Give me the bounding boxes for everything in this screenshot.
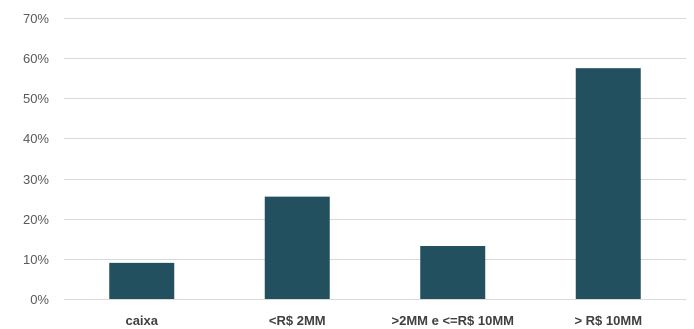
bar: [109, 262, 175, 299]
x-category-label: >2MM e <=R$ 10MM: [392, 313, 514, 328]
y-tick-label: 40%: [23, 131, 49, 146]
x-category-label: caixa: [125, 313, 158, 328]
x-category-label: <R$ 2MM: [269, 313, 326, 328]
bar: [420, 246, 486, 299]
x-axis-category-labels: caixa <R$ 2MM >2MM e <=R$ 10MM > R$ 10MM: [125, 313, 642, 328]
x-category-label: > R$ 10MM: [574, 313, 642, 328]
y-tick-label: 70%: [23, 11, 49, 26]
y-tick-label: 60%: [23, 51, 49, 66]
y-axis-tick-labels: 0% 10% 20% 30% 40% 50% 60% 70%: [23, 11, 49, 307]
y-tick-label: 30%: [23, 172, 49, 187]
y-tick-label: 0%: [30, 292, 49, 307]
y-tick-label: 20%: [23, 212, 49, 227]
gridlines: [64, 18, 686, 300]
y-tick-label: 50%: [23, 91, 49, 106]
bars: [109, 68, 641, 299]
bar: [264, 196, 330, 299]
y-tick-label: 10%: [23, 252, 49, 267]
bar: [575, 68, 641, 299]
